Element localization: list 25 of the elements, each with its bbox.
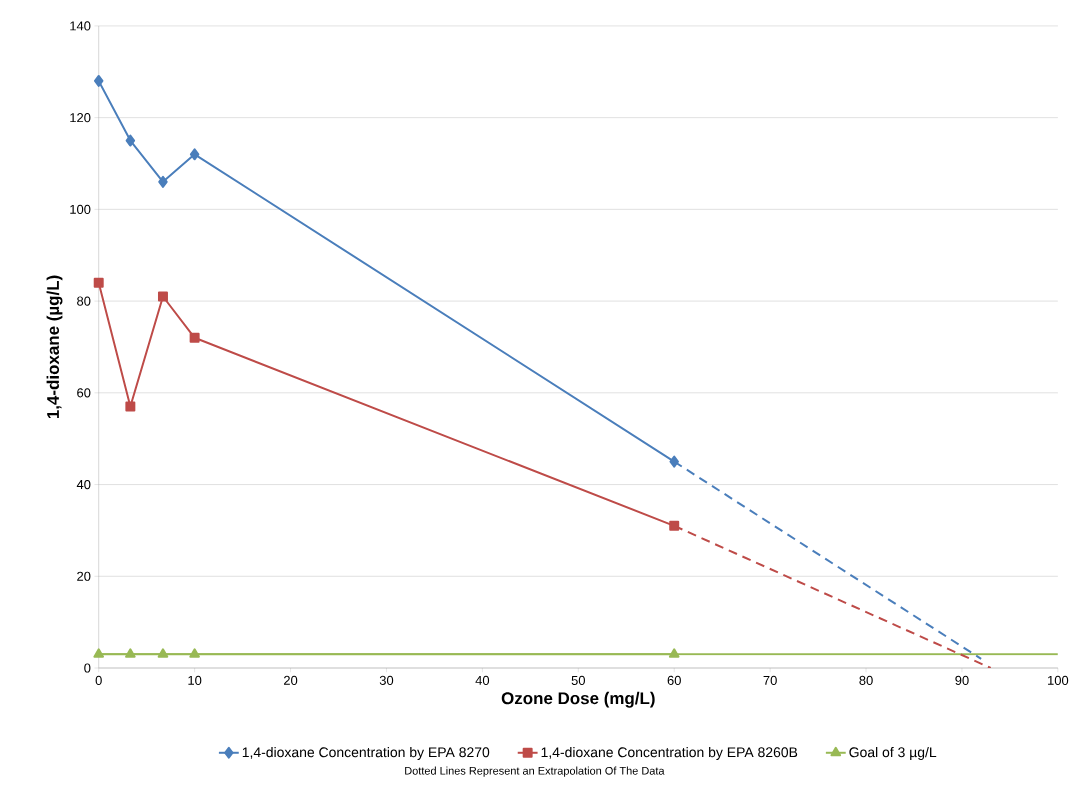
y-tick-label: 140 xyxy=(70,21,91,31)
x-tick-label: 90 xyxy=(955,675,969,686)
x-tick-label: 20 xyxy=(283,675,298,686)
x-tick-label: 100 xyxy=(1048,675,1069,686)
x-tick-label: 60 xyxy=(667,675,681,686)
x-tick-label: 50 xyxy=(571,675,585,686)
y-tick-label: 60 xyxy=(77,388,91,398)
x-axis-title: Ozone Dose (mg/L) xyxy=(501,691,655,708)
y-tick-label: 120 xyxy=(70,113,91,123)
y-tick-label: 0 xyxy=(84,663,91,673)
x-tick-label: 0 xyxy=(95,675,102,686)
legend-label: Goal of 3 µg/L xyxy=(849,747,937,761)
x-tick-label: 80 xyxy=(859,675,873,686)
x-tick-label: 40 xyxy=(475,675,490,686)
y-tick-label: 40 xyxy=(76,480,91,490)
x-tick-label: 30 xyxy=(379,675,394,686)
x-tick-label: 70 xyxy=(763,675,777,686)
legend-label: 1,4-dioxane Concentration by EPA 8270 xyxy=(242,747,490,761)
y-tick-label: 20 xyxy=(77,571,91,582)
x-tick-label: 10 xyxy=(188,675,202,686)
y-axis-title: 1,4-dioxane (µg/L) xyxy=(46,275,63,419)
y-tick-label: 80 xyxy=(77,296,91,306)
y-tick-label: 100 xyxy=(70,204,91,215)
legend-label: 1,4-dioxane Concentration by EPA 8260B xyxy=(541,747,798,761)
text: Dotted Lines Represent an Extrapolation Of The Data xyxy=(405,766,665,777)
